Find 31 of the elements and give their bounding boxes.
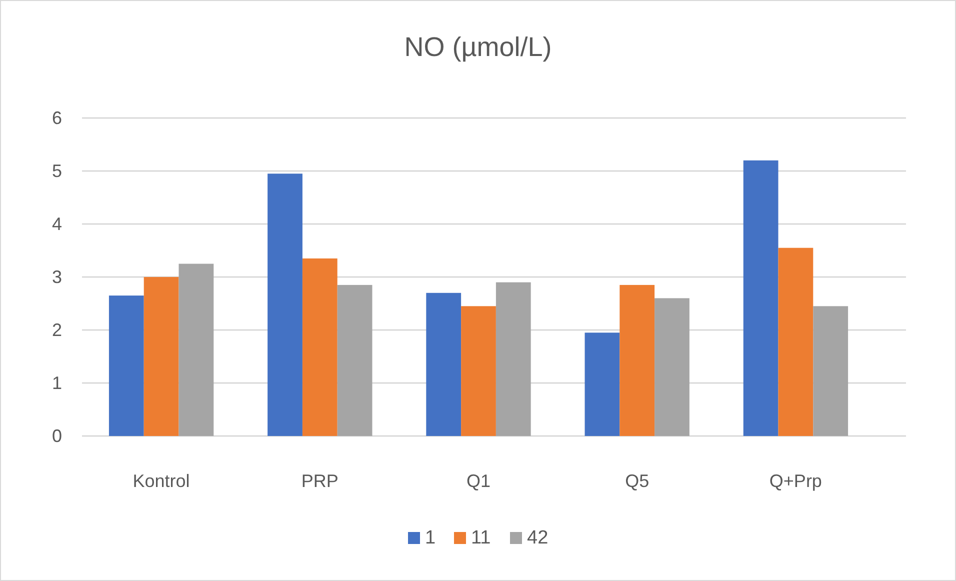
bar: [108, 296, 144, 436]
bar: [268, 174, 302, 436]
bar: [620, 284, 655, 436]
chart-title: NO (µmol/L): [404, 32, 552, 62]
x-tick-label: Q+Prp: [769, 471, 822, 491]
bar: [426, 292, 462, 436]
bar: [144, 277, 179, 436]
y-tick-label: 4: [52, 214, 62, 234]
bar: [778, 248, 814, 436]
bar: [743, 160, 778, 436]
bar: [461, 306, 496, 436]
y-tick-label: 1: [52, 373, 62, 393]
bar: [496, 282, 531, 436]
x-tick-label: Q5: [625, 471, 650, 491]
legend-label: 42: [527, 528, 548, 548]
y-tick-label: 2: [52, 320, 62, 340]
y-tick-label: 3: [52, 267, 62, 287]
y-tick-label: 5: [52, 161, 62, 181]
x-tick-label: Q1: [466, 471, 491, 491]
bar: [584, 332, 620, 436]
y-tick-label: 0: [52, 426, 62, 446]
bar: [337, 284, 372, 436]
legend-label: 1: [425, 528, 436, 548]
y-tick-label: 6: [52, 108, 62, 128]
x-tick-label: PRP: [301, 471, 338, 491]
legend-label: 11: [471, 528, 491, 548]
bar: [654, 298, 690, 436]
bar: [178, 264, 214, 436]
bar: [813, 306, 848, 436]
x-tick-label: Kontrol: [132, 471, 190, 491]
bar: [302, 258, 338, 436]
